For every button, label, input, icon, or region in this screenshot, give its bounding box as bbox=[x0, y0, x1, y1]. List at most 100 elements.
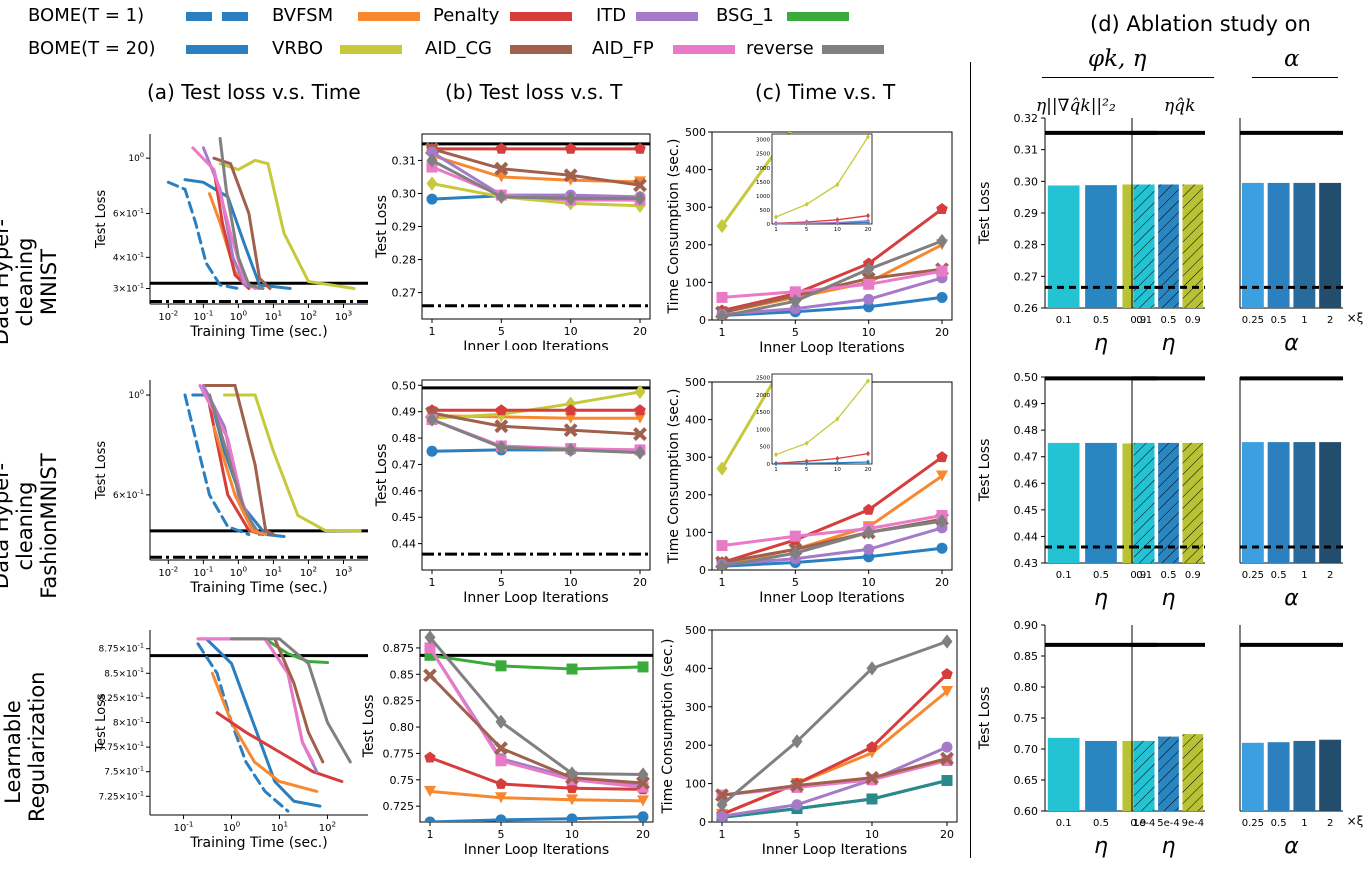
legend-label: BOME(T = 1) bbox=[28, 5, 145, 26]
ablation-x-tick-label: 0.25 bbox=[1242, 818, 1264, 829]
data-point bbox=[423, 785, 437, 797]
inset-data-point bbox=[866, 134, 870, 140]
ablation-x-tick-label: 9e-4 bbox=[1182, 818, 1205, 829]
ablation-x-tick-label: 0.9 bbox=[1130, 315, 1146, 326]
legend-label: BSG_1 bbox=[716, 5, 774, 26]
data-point bbox=[565, 442, 577, 458]
y-axis-label: Test Loss bbox=[94, 441, 109, 500]
ablation-x-tick-label: 0.1 bbox=[1056, 570, 1072, 581]
data-point bbox=[941, 775, 953, 787]
legend-swatch bbox=[340, 45, 402, 54]
legend-swatch bbox=[186, 45, 248, 54]
data-point bbox=[564, 404, 577, 416]
data-point bbox=[495, 777, 507, 789]
x-tick-label: 20 bbox=[940, 828, 954, 841]
series-line-bome-t-20- bbox=[429, 815, 644, 822]
inset-y-tick-label: 2500 bbox=[756, 375, 770, 381]
data-point bbox=[863, 293, 875, 305]
y-tick-label: 0.30 bbox=[392, 187, 417, 200]
series-line-aid-cg bbox=[273, 637, 325, 764]
x-tick-label: 101 bbox=[265, 565, 282, 580]
x-tick-label: 10-1 bbox=[193, 565, 213, 580]
data-point bbox=[863, 525, 875, 540]
x-tick-label: 20 bbox=[636, 828, 650, 841]
x-tick-label: 10 bbox=[862, 326, 876, 339]
ablation-x-tick-label: 5e-4 bbox=[1157, 818, 1180, 829]
x-tick-label: 10-1 bbox=[174, 820, 194, 835]
series-line-bome-t-1- bbox=[166, 180, 240, 290]
chart-b3: 1 5 10 20 0.725 0.75 0.775 0.80 0.825 0.85 0.875 Te… bbox=[361, 629, 654, 858]
plot-frame bbox=[419, 629, 654, 823]
ablation-x-tick-label: 0.25 bbox=[1242, 570, 1264, 581]
series-line-reverse bbox=[431, 418, 641, 455]
y-axis-label: Test Loss bbox=[374, 195, 390, 259]
y-tick-label: 200 bbox=[685, 489, 706, 502]
ablation-x-tick-label: 0.5 bbox=[1161, 570, 1177, 581]
inset-x-tick-label: 5 bbox=[805, 227, 809, 233]
data-point bbox=[636, 776, 650, 790]
data-point bbox=[936, 203, 948, 214]
inset-x-tick-label: 10 bbox=[834, 227, 841, 233]
series-line-penalty bbox=[721, 673, 949, 816]
data-point bbox=[426, 176, 438, 191]
series-line-bvfsm bbox=[429, 789, 644, 803]
chart-d2: 0.1 0.5 0.9 η 0.1 0.5 0.9 η 0.25 0.5 1 2 α 0.43 0.44 0.… bbox=[977, 371, 1343, 611]
y-axis-label: Test Loss bbox=[94, 190, 109, 249]
x-tick-label: 103 bbox=[335, 309, 352, 324]
x-axis-label: Inner Loop Iterations bbox=[762, 842, 907, 858]
data-point bbox=[565, 794, 579, 806]
inset-series-line bbox=[775, 452, 869, 464]
data-point bbox=[791, 799, 803, 811]
series-line-bome-t-20- bbox=[721, 546, 943, 568]
data-point bbox=[863, 551, 875, 563]
y-tick-label: 0.80 bbox=[390, 721, 415, 734]
y-axis-label: Test Loss bbox=[94, 693, 109, 752]
data-point bbox=[936, 451, 948, 463]
data-point bbox=[633, 412, 647, 424]
ablation-y-tick-label: 0.70 bbox=[1014, 743, 1039, 756]
ablation-bar bbox=[1241, 182, 1264, 308]
series-line-bsg-1 bbox=[721, 779, 948, 819]
data-point bbox=[426, 146, 438, 158]
column-title-d: (d) Ablation study on bbox=[1090, 12, 1311, 36]
ablation-bar bbox=[1085, 740, 1117, 811]
ablation-x-tick-label: 0.9 bbox=[1185, 570, 1201, 581]
ablation-x-tick-label: 1 bbox=[1301, 315, 1307, 326]
ablation-y-tick-label: 0.80 bbox=[1014, 681, 1039, 694]
y-tick-label: 200 bbox=[685, 239, 706, 252]
legend-swatch bbox=[673, 45, 735, 54]
data-point bbox=[566, 813, 578, 822]
ablation-bar bbox=[1047, 737, 1080, 811]
series-group bbox=[715, 132, 949, 320]
data-point bbox=[424, 630, 436, 645]
data-point bbox=[495, 755, 507, 767]
y-tick-label: 7.75×10-1 bbox=[99, 740, 145, 753]
chart-b2: 1 5 10 20 0.44 0.45 0.46 0.47 0.48 0.49 0.50 Test L… bbox=[374, 379, 651, 606]
inset-data-point bbox=[835, 460, 840, 466]
y-tick-label: 300 bbox=[685, 451, 706, 464]
data-point bbox=[495, 814, 507, 822]
data-point bbox=[495, 404, 508, 416]
ablation-x-tick-label: 0.5 bbox=[1271, 570, 1287, 581]
data-point bbox=[424, 751, 436, 763]
series-line-reverse bbox=[218, 136, 265, 290]
series-line-vrbo bbox=[720, 132, 792, 227]
chart-c1: 1 5 10 200100200300400500050010001500200025… bbox=[666, 126, 953, 356]
series-line-vrbo bbox=[431, 390, 641, 420]
ablation-x-tick-label: 0.25 bbox=[1242, 315, 1264, 326]
y-tick-label: 6×10-1 bbox=[113, 206, 144, 219]
x-axis-label: Inner Loop Iterations bbox=[463, 339, 608, 350]
series-line-reverse bbox=[208, 393, 261, 536]
y-tick-label: 100 bbox=[685, 276, 706, 289]
column-title-c: (c) Time v.s. T bbox=[755, 80, 896, 104]
y-tick-label: 0.49 bbox=[392, 406, 417, 419]
y-axis-label: Test Loss bbox=[361, 695, 377, 759]
x-tick-label: 10 bbox=[862, 576, 876, 589]
series-group bbox=[715, 634, 954, 822]
inset-y-tick-label: 2500 bbox=[756, 152, 770, 158]
series-line-vrbo bbox=[431, 182, 641, 208]
ablation-x-tick-label: 0.5 bbox=[1093, 818, 1109, 829]
inset-data-point bbox=[866, 213, 870, 219]
x-tick-label: 100 bbox=[230, 309, 248, 324]
